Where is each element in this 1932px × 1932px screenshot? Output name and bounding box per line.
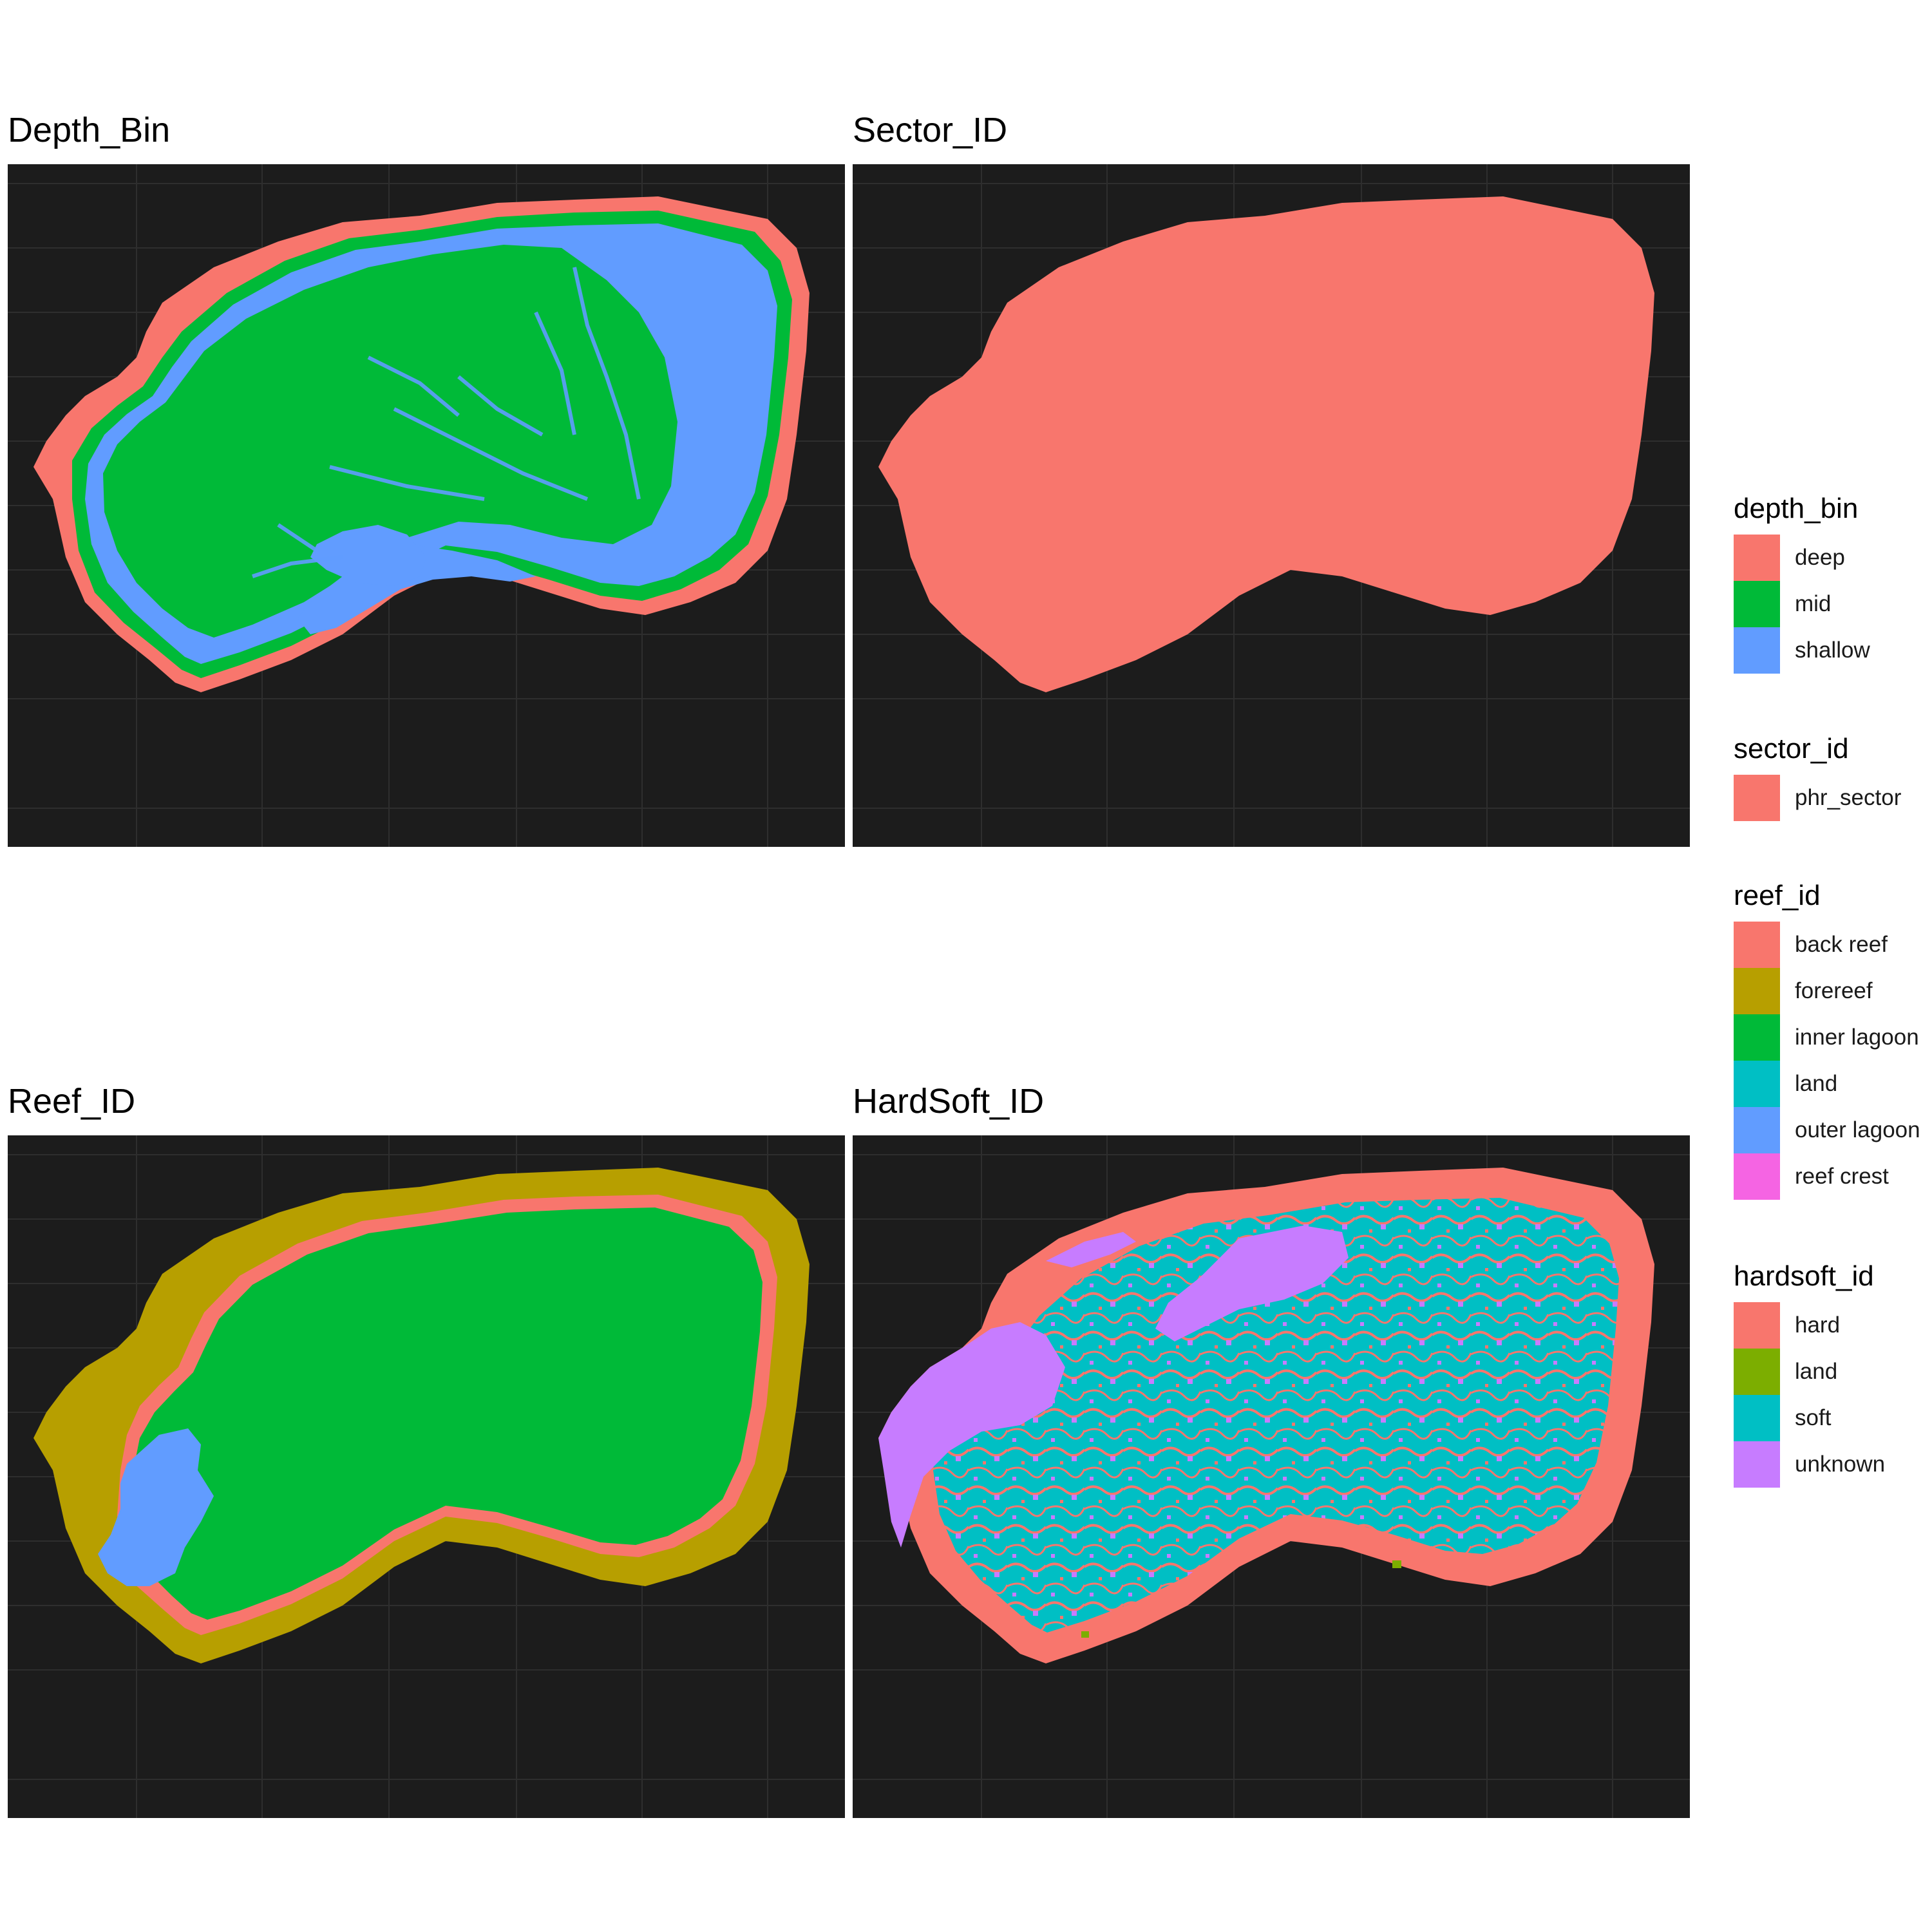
legend-swatch [1734,1441,1780,1488]
legend-label: outer lagoon [1795,1117,1920,1142]
legend-item: outer lagoon [1734,1107,1932,1153]
panel-title-depth-bin: Depth_Bin [8,111,171,149]
legend-swatch [1734,775,1780,821]
reef-id-map [8,1135,845,1818]
depth-shallow-lagoon [310,525,426,586]
hardsoft-soft-region [933,1198,1619,1633]
panel-title-reef-id: Reef_ID [8,1082,136,1121]
legend-item: land [1734,1061,1932,1107]
legend-swatch [1734,922,1780,968]
sector-phr-region [878,196,1654,692]
legend-label: soft [1795,1405,1832,1430]
legend-swatch [1734,581,1780,627]
legend-item: unknown [1734,1441,1932,1488]
map-panel-sector-id [853,164,1690,847]
legend-label: back reef [1795,932,1888,957]
hardsoft-land-patch [1392,1560,1401,1568]
legend-swatch [1734,1061,1780,1107]
legend-label: shallow [1795,638,1870,663]
legend-label: forereef [1795,978,1873,1003]
legend-item: deep [1734,535,1932,581]
legend-title: hardsoft_id [1734,1260,1874,1292]
legend-swatch [1734,535,1780,581]
hardsoft-id-map [853,1135,1690,1818]
legend-label: land [1795,1359,1838,1384]
legend-item: mid [1734,581,1932,627]
legend-item: inner lagoon [1734,1014,1932,1061]
hardsoft-land-patch-2 [1081,1631,1089,1638]
legend-label: unknown [1795,1452,1886,1477]
depth-bin-map [8,164,845,847]
legend-swatch [1734,1107,1780,1153]
legend-swatch [1734,1014,1780,1061]
reef-inner-lagoon-region [130,1208,762,1620]
sector-id-map [853,164,1690,847]
legend-label: hard [1795,1312,1841,1338]
legend-swatch [1734,1153,1780,1200]
reef-outer-lagoon-region [98,1428,214,1586]
legend-title: reef_id [1734,880,1821,911]
legend-swatch [1734,1302,1780,1349]
legend-item: reef crest [1734,1153,1932,1200]
legend-item: forereef [1734,968,1932,1014]
map-panel-depth-bin [8,164,845,847]
legend-label: phr_sector [1795,785,1902,810]
legend-title: sector_id [1734,733,1849,764]
legend-title: depth_bin [1734,493,1859,524]
hardsoft-unknown-patch [1155,1226,1349,1341]
panel-title-sector-id: Sector_ID [853,111,1008,149]
legend-label: reef crest [1795,1164,1889,1189]
legend-swatch [1734,968,1780,1014]
legend-label: mid [1795,591,1832,616]
legend-item: soft [1734,1395,1932,1441]
map-panel-reef-id [8,1135,845,1818]
depth-shallow-channels [252,267,641,578]
hardsoft-unknown-west [878,1322,1065,1548]
legend-item: shallow [1734,627,1932,674]
legend-item: hard [1734,1302,1932,1349]
legend-label: inner lagoon [1795,1025,1919,1050]
hardsoft-unknown-north-rim [1046,1232,1136,1267]
legend-item: phr_sector [1734,775,1932,821]
panel-title-hardsoft-id: HardSoft_ID [853,1082,1045,1121]
legend-swatch [1734,1395,1780,1441]
legend-label: land [1795,1071,1838,1096]
legend-item: back reef [1734,922,1932,968]
depth-mid-interior [103,245,677,638]
legend-swatch [1734,627,1780,674]
legend-label: deep [1795,545,1845,570]
legend-item: land [1734,1349,1932,1395]
map-panel-hardsoft-id [853,1135,1690,1818]
legend-swatch [1734,1349,1780,1395]
